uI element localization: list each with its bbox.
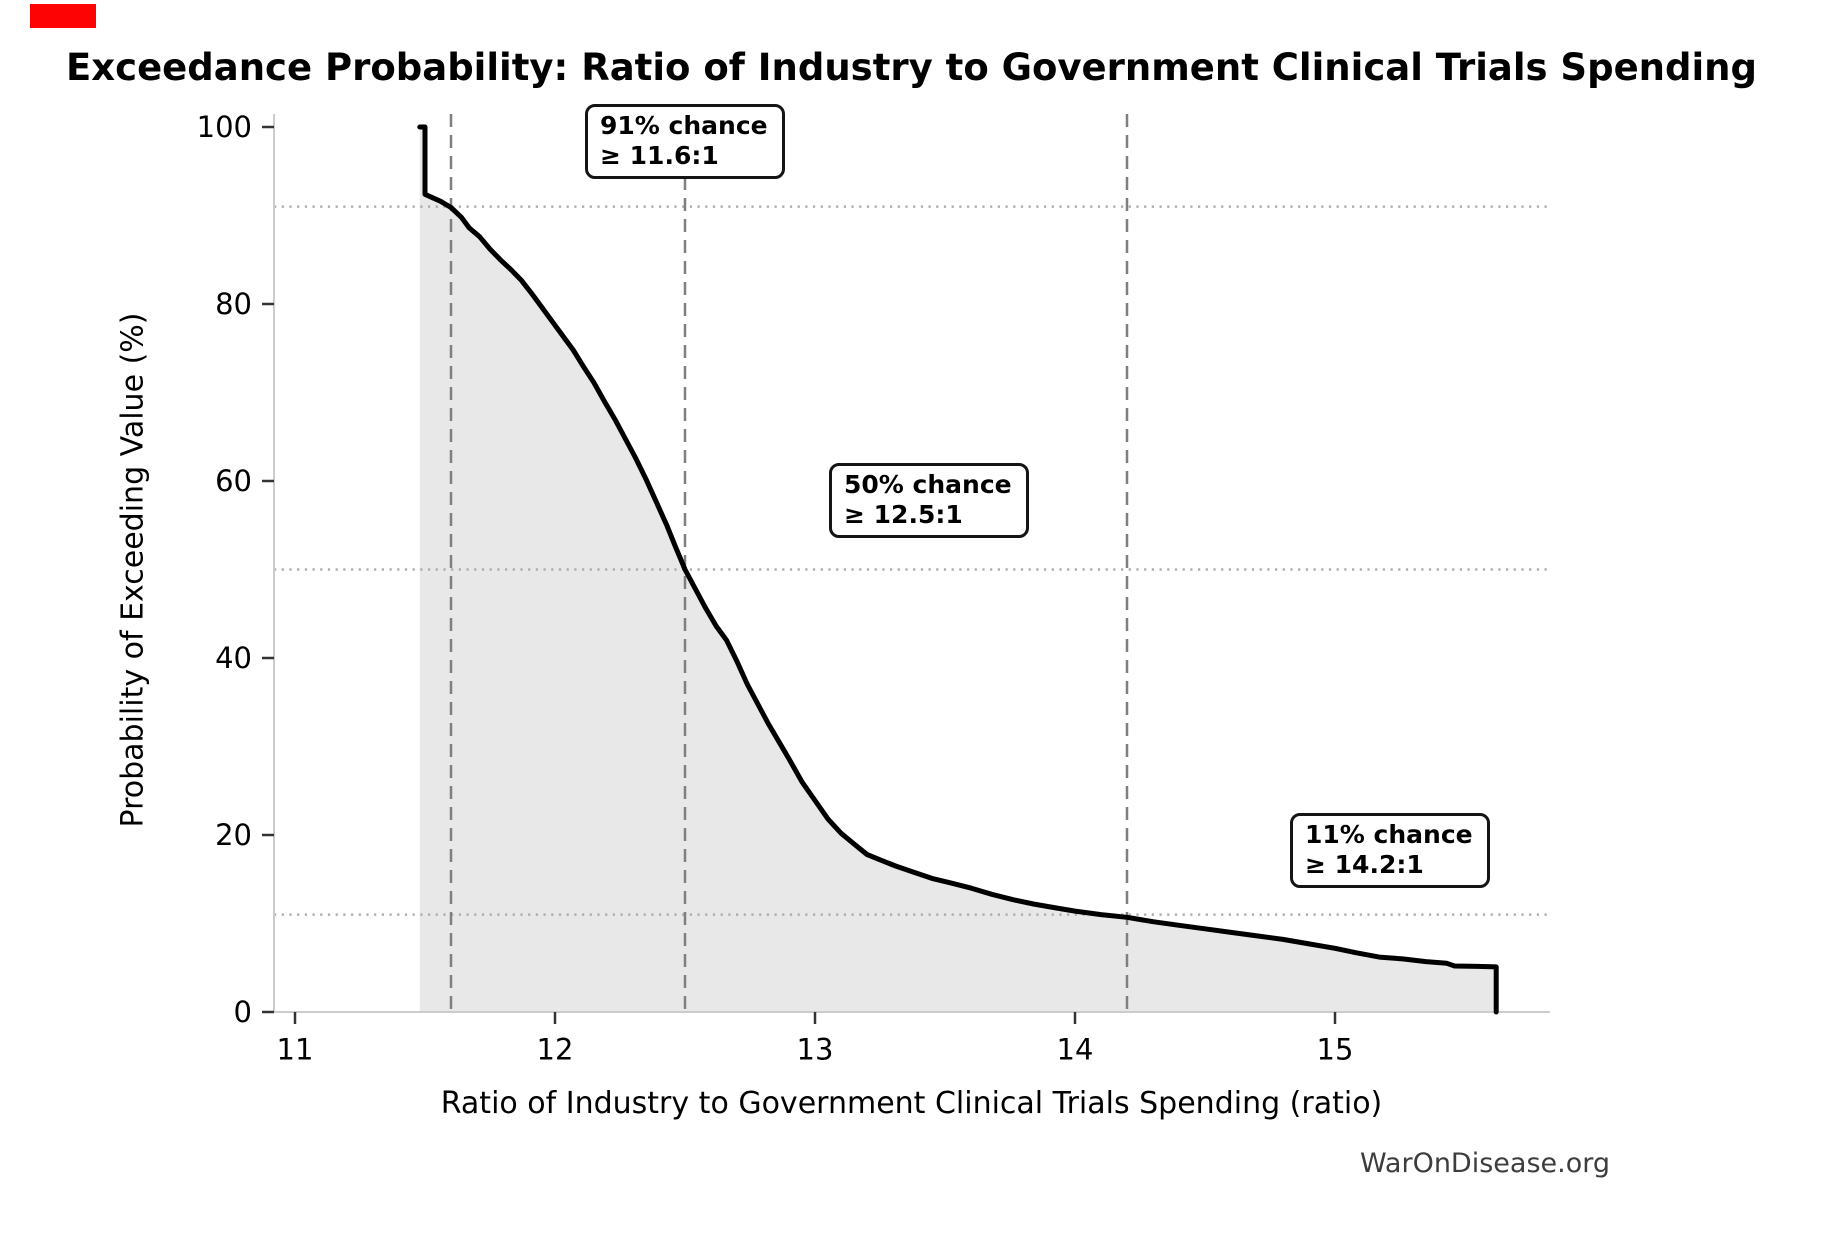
exceedance-curve [417,124,1499,1015]
y-tick-label: 60 [215,464,252,498]
annotation-line-1: 91% chance [600,111,768,140]
annotation-line-1: 11% chance [1305,820,1473,849]
y-tick-label: 0 [234,995,252,1029]
area-fill [419,127,1497,1012]
annotation-11-chance: 11% chance ≥ 14.2:1 [1290,813,1490,888]
annotation-line-2: ≥ 14.2:1 [1305,850,1424,879]
red-marker-artifact [30,4,96,28]
y-tick-label: 20 [215,818,252,852]
annotation-91-chance: 91% chance ≥ 11.6:1 [585,104,785,179]
y-tick-label: 80 [215,287,252,321]
watermark: WarOnDisease.org [1359,1148,1610,1179]
x-tick-label: 14 [1057,1033,1094,1067]
y-axis-label: Probability of Exceeding Value (%) [115,312,151,828]
x-tick-label: 12 [537,1033,574,1067]
annotation-50-chance: 50% chance ≥ 12.5:1 [829,463,1029,538]
chart-title: Exceedance Probability: Ratio of Industr… [66,46,1757,89]
annotation-line-2: ≥ 12.5:1 [844,500,963,529]
x-tick-label: 11 [277,1033,314,1067]
y-tick-label: 100 [197,110,252,144]
y-tick-label: 40 [215,641,252,675]
annotation-line-2: ≥ 11.6:1 [600,141,719,170]
x-axis-label: Ratio of Industry to Government Clinical… [440,1086,1383,1121]
x-tick-label: 15 [1317,1033,1354,1067]
annotation-line-1: 50% chance [844,470,1012,499]
x-tick-label: 13 [797,1033,834,1067]
